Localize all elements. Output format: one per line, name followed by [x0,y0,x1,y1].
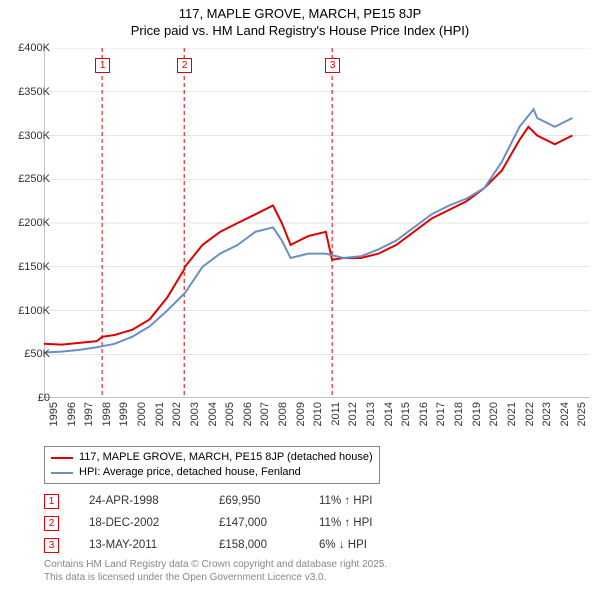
legend-label: HPI: Average price, detached house, Fenl… [79,465,301,480]
event-price: £147,000 [219,517,319,529]
event-row: 3 13-MAY-2011£158,0006% ↓ HPI [44,534,372,556]
x-axis-label: 2018 [453,402,465,426]
x-axis-label: 2021 [506,402,518,426]
x-axis-label: 1997 [83,402,95,426]
x-axis-label: 2000 [136,402,148,426]
x-axis-label: 2004 [207,402,219,426]
footer-text: Contains HM Land Registry data © Crown c… [44,558,387,584]
x-axis-label: 2005 [224,402,236,426]
x-axis-label: 2023 [541,402,553,426]
line-chart [44,48,590,398]
x-axis-label: 2020 [488,402,500,426]
event-row-marker: 2 [44,516,59,531]
event-price: £158,000 [219,539,319,551]
x-axis-label: 1996 [66,402,78,426]
y-axis-label: £100K [2,305,50,317]
y-axis-label: £350K [2,86,50,98]
event-date: 18-DEC-2002 [89,517,219,529]
x-axis-label: 1995 [48,402,60,426]
x-axis-label: 2010 [312,402,324,426]
legend-row: 117, MAPLE GROVE, MARCH, PE15 8JP (detac… [51,450,373,465]
x-axis-label: 2008 [277,402,289,426]
x-axis-label: 2007 [259,402,271,426]
y-axis-label: £250K [2,173,50,185]
y-axis-label: £400K [2,42,50,54]
event-row-marker: 3 [44,538,59,553]
event-hpi: 6% ↓ HPI [319,539,367,551]
x-axis-label: 2013 [365,402,377,426]
events-table: 1 24-APR-1998£69,95011% ↑ HPI 2 18-DEC-2002… [44,490,372,556]
x-axis-label: 2012 [347,402,359,426]
x-axis-label: 2014 [383,402,395,426]
x-axis-label: 2001 [154,402,166,426]
legend-row: HPI: Average price, detached house, Fenl… [51,465,373,480]
footer-line-2: This data is licensed under the Open Gov… [44,571,387,584]
event-row: 1 24-APR-1998£69,95011% ↑ HPI [44,490,372,512]
event-marker-1: 1 [95,58,110,73]
x-axis-label: 2002 [171,402,183,426]
legend: 117, MAPLE GROVE, MARCH, PE15 8JP (detac… [44,446,380,484]
x-axis-label: 2025 [576,402,588,426]
event-price: £69,950 [219,495,319,507]
x-axis-label: 1999 [118,402,130,426]
x-axis-label: 2003 [189,402,201,426]
legend-label: 117, MAPLE GROVE, MARCH, PE15 8JP (detac… [79,450,373,465]
x-axis-label: 2017 [435,402,447,426]
x-axis-label: 2016 [418,402,430,426]
x-axis-label: 2006 [242,402,254,426]
page-title: 117, MAPLE GROVE, MARCH, PE15 8JP [0,6,600,21]
x-axis-label: 1998 [101,402,113,426]
footer-line-1: Contains HM Land Registry data © Crown c… [44,558,387,571]
page-subtitle: Price paid vs. HM Land Registry's House … [0,23,600,38]
event-marker-3: 3 [325,58,340,73]
event-row: 2 18-DEC-2002£147,00011% ↑ HPI [44,512,372,534]
x-axis-label: 2009 [295,402,307,426]
x-axis-label: 2024 [559,402,571,426]
y-axis-label: £0 [2,392,50,404]
legend-swatch [51,472,73,474]
y-axis-label: £300K [2,130,50,142]
x-axis-label: 2019 [471,402,483,426]
x-axis-label: 2015 [400,402,412,426]
y-axis-label: £150K [2,261,50,273]
event-hpi: 11% ↑ HPI [319,495,372,507]
event-date: 24-APR-1998 [89,495,219,507]
y-axis-label: £200K [2,217,50,229]
event-marker-2: 2 [177,58,192,73]
event-row-marker: 1 [44,494,59,509]
event-hpi: 11% ↑ HPI [319,517,372,529]
x-axis-label: 2022 [524,402,536,426]
y-axis-label: £50K [2,348,50,360]
x-axis-label: 2011 [330,402,342,426]
event-date: 13-MAY-2011 [89,539,219,551]
legend-swatch [51,457,73,459]
